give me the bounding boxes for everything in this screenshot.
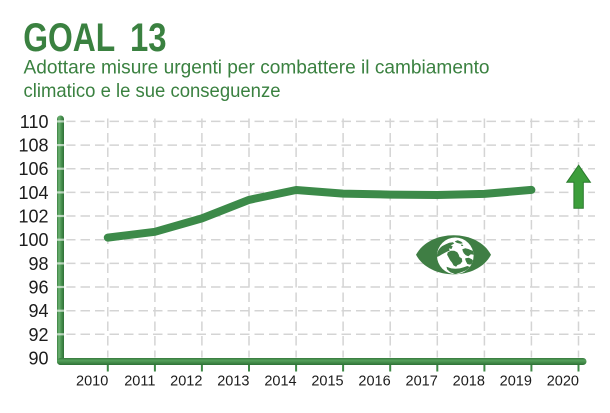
svg-text:GOAL: GOAL <box>23 16 115 60</box>
svg-text:104: 104 <box>18 183 48 203</box>
svg-text:2018: 2018 <box>453 373 485 389</box>
svg-text:102: 102 <box>18 207 48 227</box>
svg-text:2011: 2011 <box>124 373 155 389</box>
svg-text:94: 94 <box>28 301 48 321</box>
svg-text:2010: 2010 <box>76 373 108 389</box>
svg-text:2020: 2020 <box>547 373 579 389</box>
svg-text:98: 98 <box>28 254 48 274</box>
svg-text:2016: 2016 <box>358 373 390 389</box>
svg-text:2015: 2015 <box>311 373 343 389</box>
svg-text:2014: 2014 <box>264 373 296 389</box>
svg-text:climatico e le sue conseguenze: climatico e le sue conseguenze <box>24 80 281 102</box>
svg-text:106: 106 <box>18 159 48 179</box>
svg-text:2019: 2019 <box>500 373 532 389</box>
svg-text:108: 108 <box>18 136 48 156</box>
svg-text:110: 110 <box>20 112 49 132</box>
svg-text:13: 13 <box>130 16 167 60</box>
svg-text:2013: 2013 <box>217 373 249 389</box>
svg-text:96: 96 <box>28 278 48 298</box>
svg-text:2012: 2012 <box>170 373 202 389</box>
svg-text:Adottare misure urgenti per co: Adottare misure urgenti per combattere i… <box>24 57 490 79</box>
svg-text:90: 90 <box>28 349 48 369</box>
svg-text:92: 92 <box>28 325 48 345</box>
svg-text:100: 100 <box>18 230 48 250</box>
svg-text:2017: 2017 <box>406 373 438 389</box>
